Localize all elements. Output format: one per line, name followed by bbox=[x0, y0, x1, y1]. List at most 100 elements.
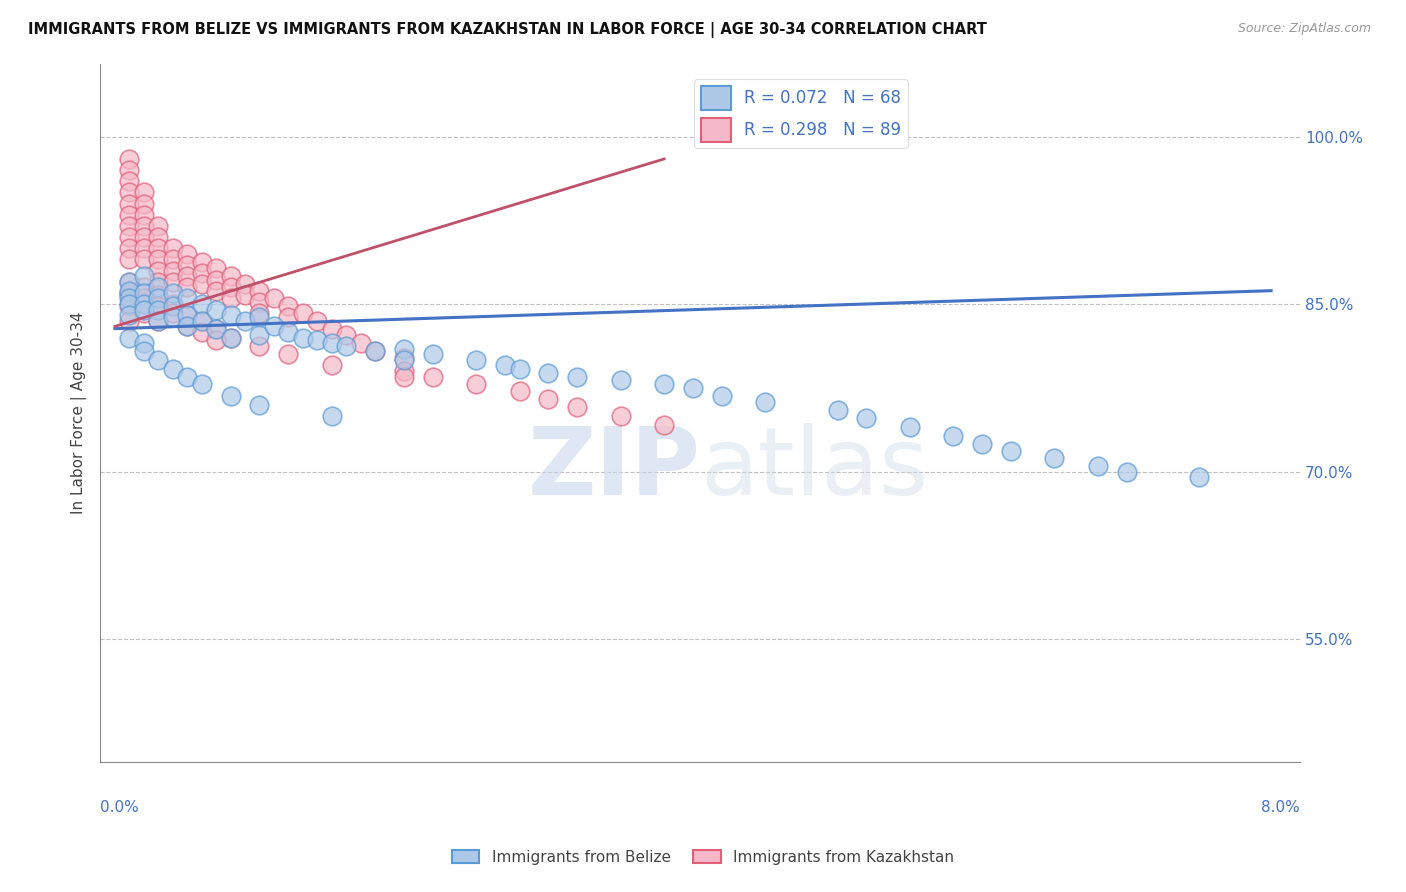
Point bbox=[148, 219, 170, 233]
Point bbox=[609, 409, 631, 423]
Point bbox=[321, 321, 343, 335]
Point bbox=[118, 241, 141, 255]
Point bbox=[190, 266, 212, 280]
Point bbox=[118, 174, 141, 188]
Point bbox=[277, 310, 299, 325]
Point bbox=[132, 285, 155, 300]
Point bbox=[205, 321, 228, 335]
Point bbox=[249, 328, 271, 343]
Y-axis label: In Labor Force | Age 30-34: In Labor Force | Age 30-34 bbox=[72, 311, 87, 514]
Point bbox=[567, 400, 589, 414]
Point bbox=[249, 339, 271, 353]
Point bbox=[118, 308, 141, 322]
Point bbox=[682, 381, 704, 395]
Point bbox=[176, 319, 198, 334]
Point bbox=[249, 310, 271, 325]
Point bbox=[162, 252, 184, 267]
Point bbox=[132, 230, 155, 244]
Point bbox=[291, 306, 314, 320]
Point bbox=[162, 263, 184, 277]
Point bbox=[205, 261, 228, 276]
Point bbox=[609, 373, 631, 387]
Point bbox=[205, 272, 228, 286]
Point bbox=[118, 284, 141, 298]
Point bbox=[321, 336, 343, 351]
Point bbox=[132, 297, 155, 311]
Point bbox=[148, 314, 170, 328]
Point bbox=[162, 285, 184, 300]
Point bbox=[537, 366, 560, 380]
Point bbox=[277, 325, 299, 339]
Point bbox=[263, 292, 285, 306]
Point bbox=[148, 352, 170, 367]
Point bbox=[132, 269, 155, 284]
Point bbox=[118, 275, 141, 289]
Point bbox=[176, 258, 198, 272]
Point bbox=[364, 343, 387, 358]
Point bbox=[335, 339, 357, 353]
Point bbox=[465, 377, 488, 392]
Point bbox=[176, 269, 198, 284]
Point bbox=[494, 359, 516, 373]
Point bbox=[422, 369, 444, 384]
Point bbox=[263, 319, 285, 334]
Point bbox=[118, 314, 141, 328]
Legend: R = 0.072   N = 68, R = 0.298   N = 89: R = 0.072 N = 68, R = 0.298 N = 89 bbox=[695, 79, 908, 148]
Point bbox=[942, 429, 965, 443]
Point bbox=[509, 361, 531, 376]
Text: 8.0%: 8.0% bbox=[1261, 800, 1301, 815]
Point bbox=[307, 314, 329, 328]
Point bbox=[1043, 451, 1066, 466]
Point bbox=[132, 302, 155, 317]
Point bbox=[537, 392, 560, 406]
Point bbox=[392, 351, 415, 365]
Point bbox=[219, 269, 242, 284]
Point bbox=[118, 186, 141, 200]
Point bbox=[118, 252, 141, 267]
Point bbox=[205, 321, 228, 335]
Point bbox=[118, 297, 141, 311]
Point bbox=[132, 336, 155, 351]
Point bbox=[233, 314, 256, 328]
Point bbox=[249, 294, 271, 309]
Point bbox=[190, 325, 212, 339]
Point bbox=[176, 292, 198, 306]
Point bbox=[1000, 444, 1022, 458]
Point bbox=[148, 299, 170, 313]
Point bbox=[148, 302, 170, 317]
Point bbox=[898, 420, 921, 434]
Point bbox=[710, 389, 733, 403]
Point bbox=[827, 403, 849, 417]
Point bbox=[307, 333, 329, 347]
Point bbox=[162, 275, 184, 289]
Point bbox=[118, 230, 141, 244]
Point bbox=[148, 288, 170, 302]
Point bbox=[219, 389, 242, 403]
Point bbox=[162, 241, 184, 255]
Point bbox=[970, 436, 993, 450]
Point bbox=[392, 369, 415, 384]
Point bbox=[176, 319, 198, 334]
Point bbox=[190, 277, 212, 291]
Point bbox=[176, 280, 198, 294]
Point bbox=[162, 297, 184, 311]
Point bbox=[321, 359, 343, 373]
Point bbox=[652, 377, 675, 392]
Point bbox=[148, 280, 170, 294]
Point bbox=[190, 297, 212, 311]
Point bbox=[132, 186, 155, 200]
Point bbox=[176, 369, 198, 384]
Point bbox=[392, 364, 415, 378]
Point bbox=[176, 308, 198, 322]
Point bbox=[364, 343, 387, 358]
Point bbox=[219, 330, 242, 344]
Legend: Immigrants from Belize, Immigrants from Kazakhstan: Immigrants from Belize, Immigrants from … bbox=[446, 844, 960, 871]
Point bbox=[176, 308, 198, 322]
Point bbox=[205, 284, 228, 298]
Point bbox=[148, 275, 170, 289]
Point bbox=[132, 306, 155, 320]
Point bbox=[118, 196, 141, 211]
Point bbox=[190, 377, 212, 392]
Text: ZIP: ZIP bbox=[527, 423, 700, 515]
Point bbox=[277, 299, 299, 313]
